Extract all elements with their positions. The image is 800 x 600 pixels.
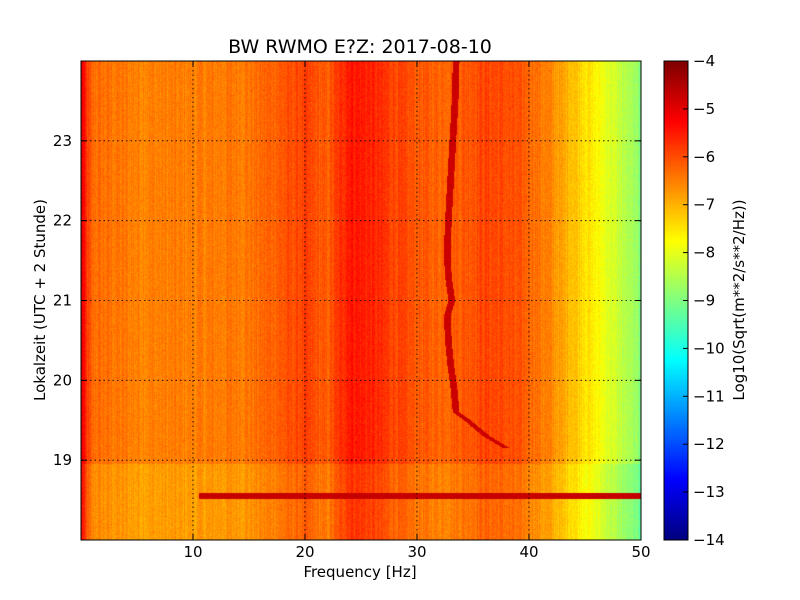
x-tick-label: 30 xyxy=(407,543,426,561)
y-tick-label: 20 xyxy=(53,371,72,389)
x-tick-label: 50 xyxy=(631,543,650,561)
colorbar-ticks: −4 −5 −6 −7 −8 −9 −10 −11 −12 −13 −14 xyxy=(683,52,725,549)
chart-title: BW RWMO E?Z: 2017-08-10 xyxy=(228,36,492,58)
colorbar-tick-label: −12 xyxy=(693,435,725,453)
colorbar-tick-label: −6 xyxy=(693,148,715,166)
colorbar-tick-label: −7 xyxy=(693,196,715,214)
colorbar-tick-label: −4 xyxy=(693,52,715,70)
x-axis-label: Frequency [Hz] xyxy=(303,563,416,581)
colorbar-tick-label: −11 xyxy=(693,387,725,405)
colorbar-tick-label: −14 xyxy=(693,531,725,549)
colorbar-tick-label: −5 xyxy=(693,100,715,118)
x-tick-label: 10 xyxy=(183,543,202,561)
y-tick-label: 19 xyxy=(53,451,72,469)
y-tick-label: 21 xyxy=(53,292,72,310)
y-axis-label: Lokalzeit (UTC + 2 Stunde) xyxy=(31,199,49,401)
x-tick-label: 40 xyxy=(519,543,538,561)
y-tick-label: 23 xyxy=(53,132,72,150)
colorbar-tick-label: −10 xyxy=(693,339,725,357)
colorbar-tick-label: −13 xyxy=(693,483,725,501)
x-tick-label: 20 xyxy=(295,543,314,561)
colorbar-tick-label: −8 xyxy=(693,244,715,262)
colorbar-label: Log10(Sqrt(m**2/s**2/Hz)) xyxy=(730,199,748,400)
colorbar-tick-label: −9 xyxy=(693,292,715,310)
y-axis-ticks: 19 20 21 22 23 xyxy=(53,132,641,469)
y-tick-label: 22 xyxy=(53,212,72,230)
x-axis-ticks: 10 20 30 40 50 xyxy=(183,61,651,561)
